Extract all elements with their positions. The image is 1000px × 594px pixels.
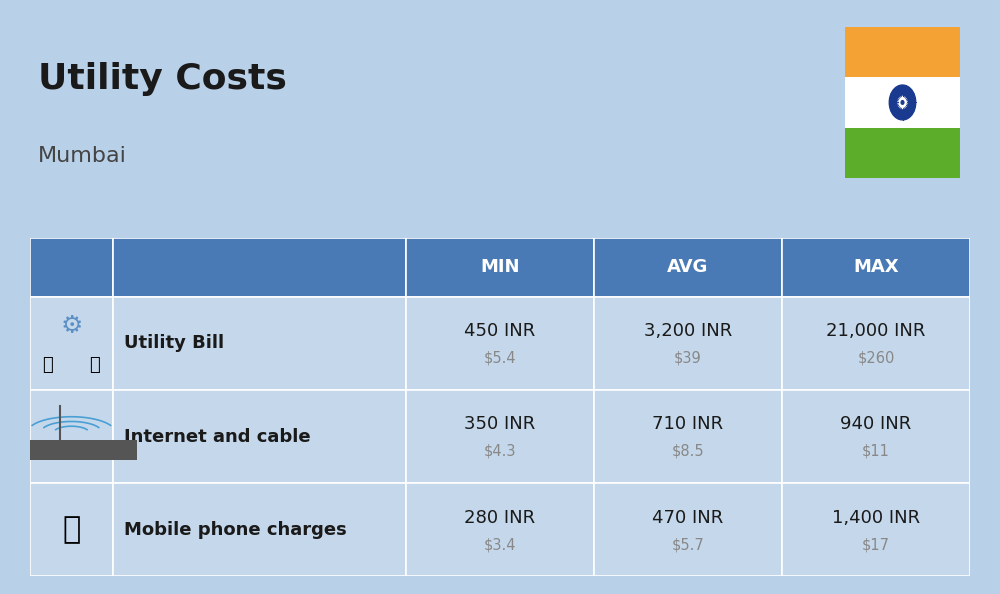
Text: 350 INR: 350 INR [464,415,536,434]
Bar [845,77,960,128]
Polygon shape [898,96,907,109]
Text: $4.3: $4.3 [484,444,516,459]
Bar [30,390,113,483]
Text: $260: $260 [857,351,895,366]
Text: Mumbai: Mumbai [38,146,127,166]
Text: 📱: 📱 [62,515,80,544]
Text: $5.4: $5.4 [484,351,516,366]
Text: 🔋: 🔋 [42,356,53,374]
Text: $17: $17 [862,537,890,552]
Text: Utility Bill: Utility Bill [124,334,224,352]
Bar [594,390,782,483]
Polygon shape [901,100,904,105]
Text: Utility Costs: Utility Costs [38,62,287,96]
Bar [594,238,782,297]
Bar [406,390,594,483]
Bar [406,297,594,390]
Text: Mobile phone charges: Mobile phone charges [124,520,347,539]
Bar [30,297,113,390]
Bar [5,441,137,460]
Text: ⚙: ⚙ [60,314,83,339]
Text: MAX: MAX [853,258,899,276]
Bar [782,238,970,297]
Bar [113,297,406,390]
Text: 1,400 INR: 1,400 INR [832,508,920,526]
Bar [30,483,113,576]
Text: MIN: MIN [480,258,520,276]
Bar [845,27,960,77]
Text: 940 INR: 940 INR [840,415,912,434]
Text: 280 INR: 280 INR [464,508,536,526]
Bar [406,238,594,297]
Text: $3.4: $3.4 [484,537,516,552]
Bar [113,238,406,297]
Text: $8.5: $8.5 [672,444,704,459]
Bar [113,483,406,576]
Bar [113,390,406,483]
Bar [406,483,594,576]
Bar [782,390,970,483]
Bar [845,128,960,178]
Text: 450 INR: 450 INR [464,323,536,340]
Bar [30,238,113,297]
Text: AVG: AVG [667,258,709,276]
Text: 710 INR: 710 INR [652,415,724,434]
Bar [594,297,782,390]
Polygon shape [889,85,916,120]
Text: $11: $11 [862,444,890,459]
Text: 21,000 INR: 21,000 INR [826,323,926,340]
Text: 💡: 💡 [89,356,100,374]
Text: 470 INR: 470 INR [652,508,724,526]
Text: $5.7: $5.7 [672,537,704,552]
Text: 3,200 INR: 3,200 INR [644,323,732,340]
Text: Internet and cable: Internet and cable [124,428,311,446]
Bar [782,297,970,390]
Text: $39: $39 [674,351,702,366]
Bar [782,483,970,576]
Bar [594,483,782,576]
